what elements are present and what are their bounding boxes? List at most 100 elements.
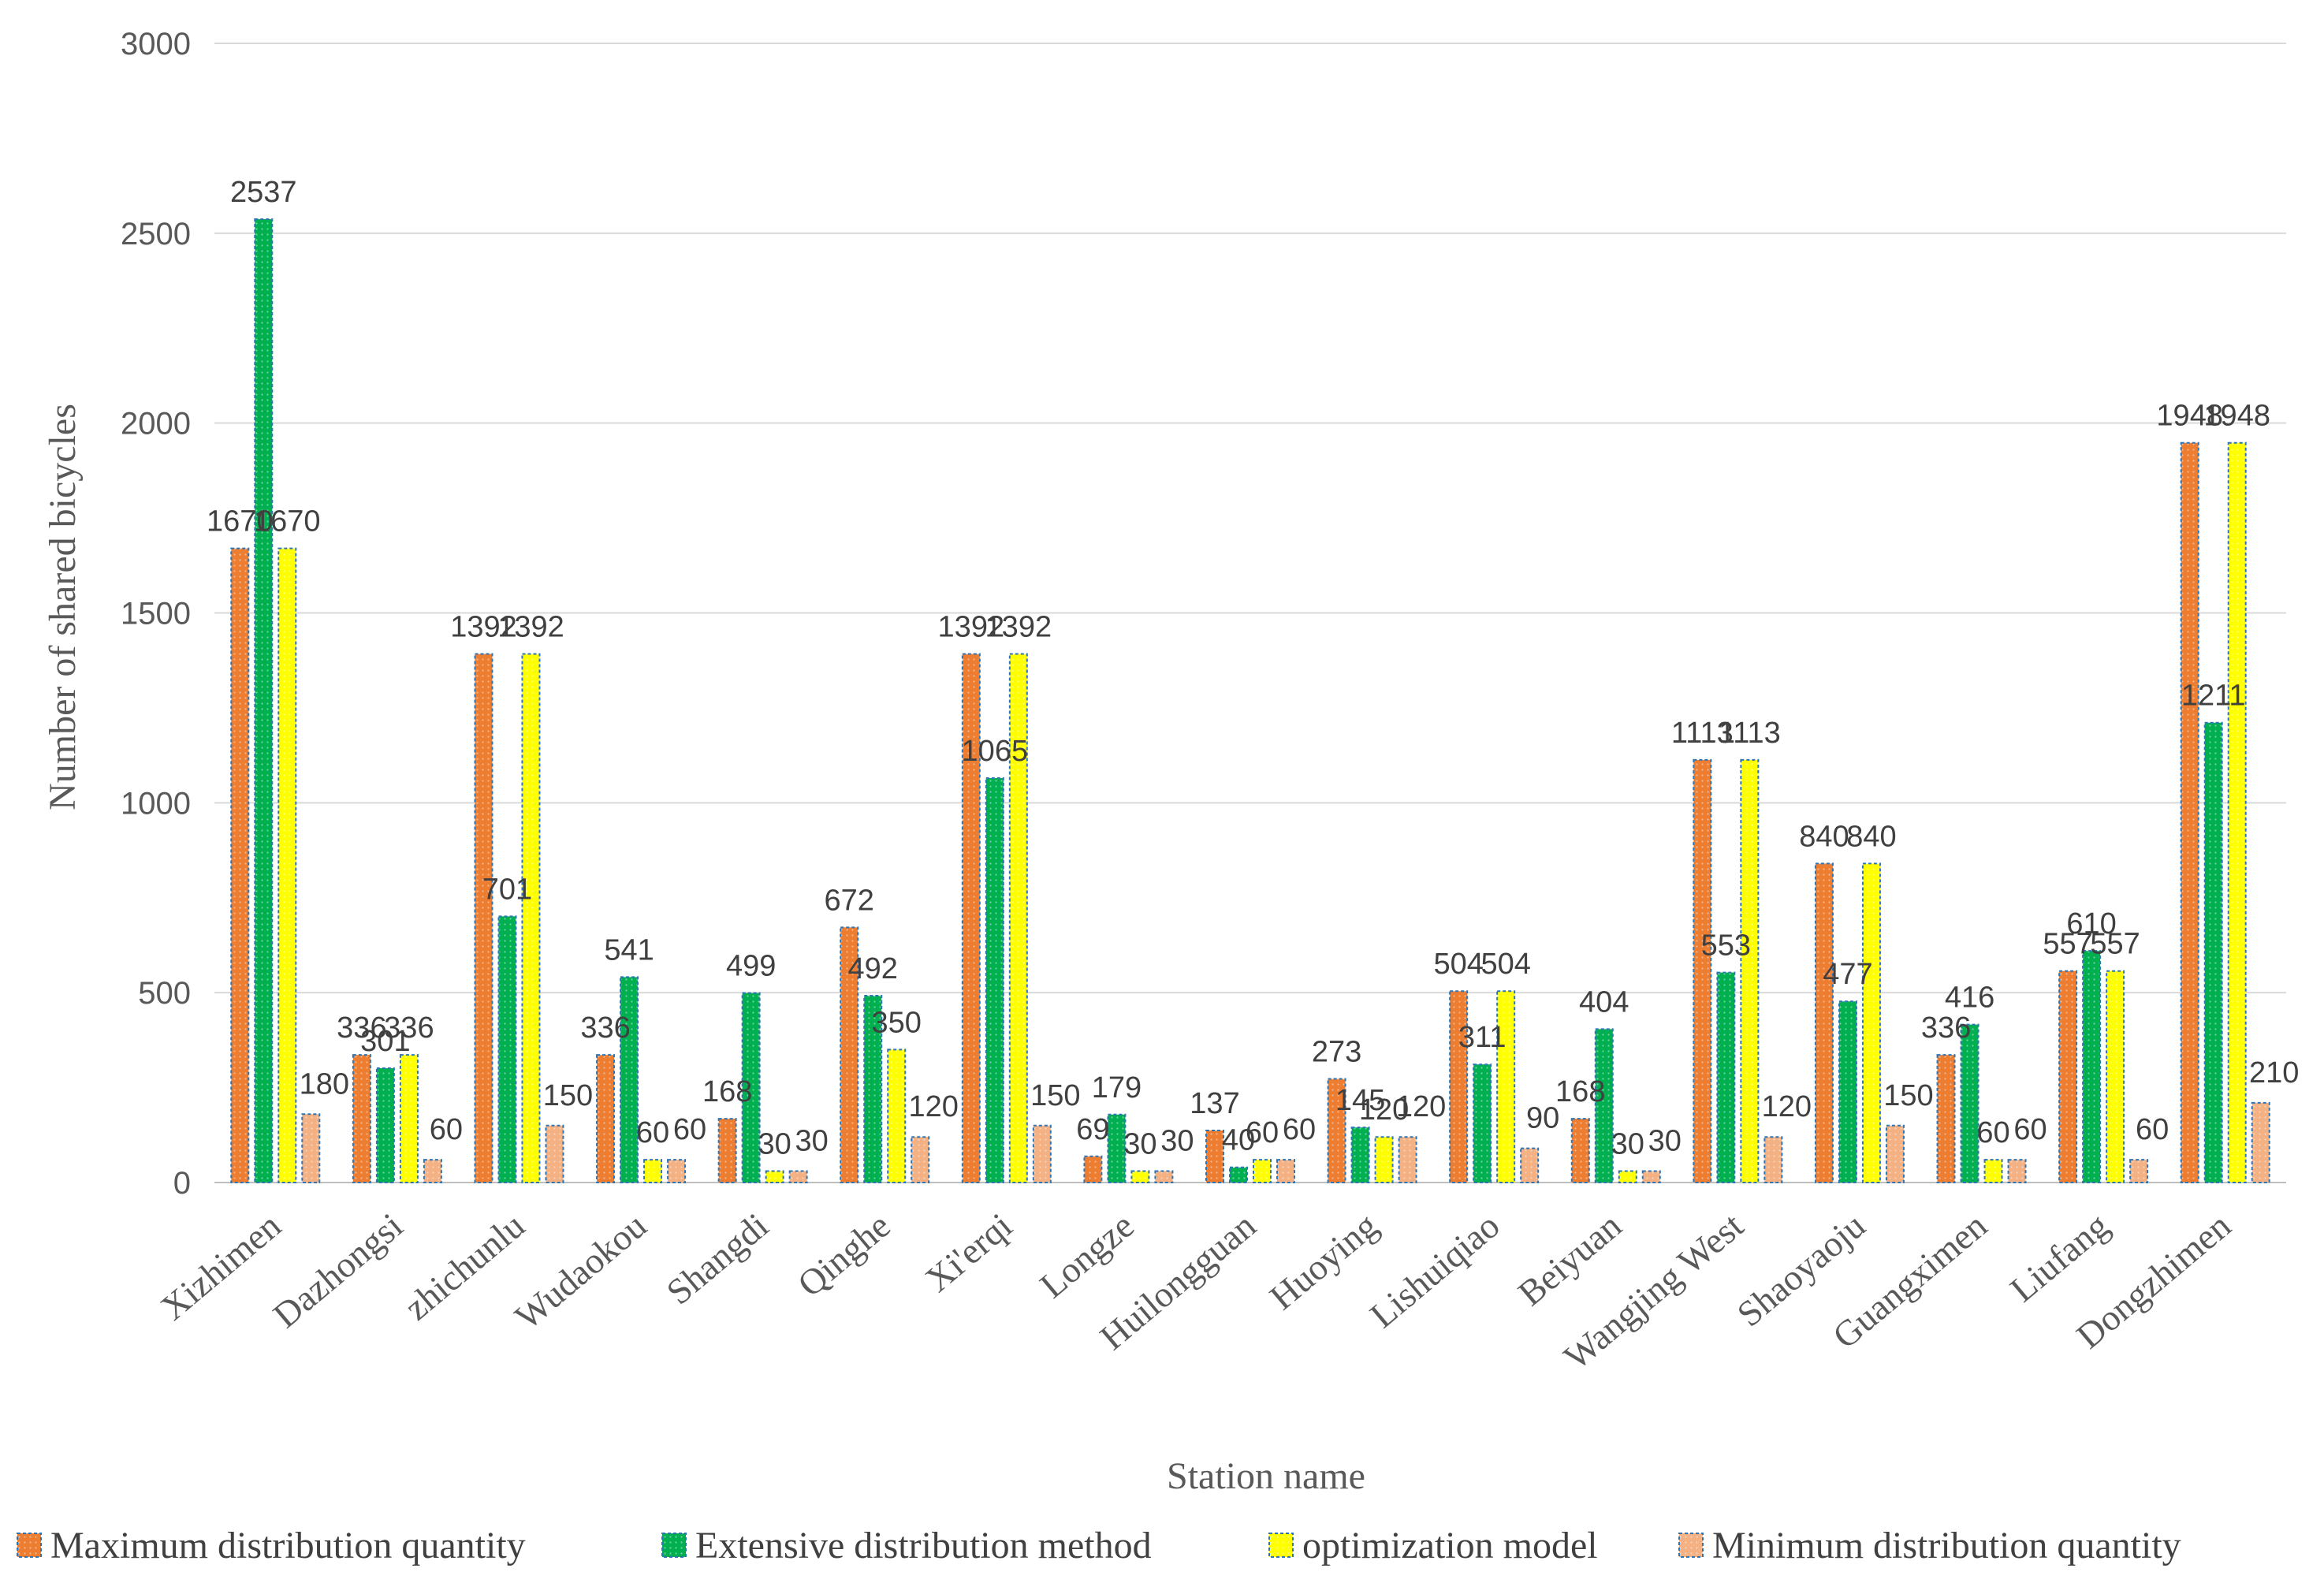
bar [840,926,859,1183]
y-tick-label: 1500 [121,597,191,631]
data-label: 499 [726,950,776,983]
data-label: 336 [1921,1011,1971,1045]
y-tick-label: 2000 [121,407,191,441]
bar [788,1170,808,1184]
x-axis-title: Station name [1167,1455,1365,1497]
data-label: 701 [482,873,532,906]
data-label: 145 [1335,1084,1385,1117]
bar [1398,1136,1417,1183]
bar [1008,653,1028,1183]
data-label: 60 [2136,1113,2169,1146]
x-tick-label: Shangdi [659,1205,776,1313]
legend: Maximum distribution quantity Extensive d… [17,1525,2181,1566]
bar [2106,970,2125,1183]
data-label: 150 [1030,1079,1080,1112]
bar [1130,1170,1150,1184]
bar [1496,990,1516,1183]
data-label: 150 [1883,1079,1933,1112]
bar [1154,1170,1174,1184]
bar [474,653,493,1183]
legend-swatch [1268,1533,1294,1558]
data-label: 137 [1190,1087,1239,1120]
data-label: 336 [384,1011,434,1045]
bar [2251,1101,2270,1183]
data-label: 557 [2090,928,2140,961]
data-label: 1065 [962,735,1029,768]
bar [230,547,250,1183]
y-tick-label: 500 [138,976,191,1011]
bar [1032,1124,1052,1183]
data-label: 1392 [450,611,517,644]
bar [717,1118,737,1183]
bar [667,1159,687,1183]
bar [1618,1170,1637,1184]
bars [230,218,2270,1184]
bar [1885,1124,1905,1183]
data-label: 350 [872,1006,922,1039]
bar [643,1159,663,1183]
bar [620,976,639,1183]
bar [1473,1063,1492,1183]
data-label: 60 [636,1116,669,1149]
data-label: 610 [2066,907,2116,940]
bar [911,1136,930,1183]
bar [254,218,274,1183]
bar [1374,1136,1394,1183]
bar [301,1113,321,1184]
legend-swatch [661,1533,687,1558]
bar [1083,1155,1103,1184]
data-label: 840 [1846,820,1896,853]
bar [961,653,981,1183]
data-label: 180 [300,1067,349,1101]
bar [985,777,1004,1183]
data-label: 1948 [2203,400,2270,433]
data-label: 492 [848,952,898,985]
data-label: 30 [1611,1128,1644,1161]
data-label: 30 [1160,1125,1194,1158]
y-tick-label: 1000 [121,786,191,821]
bar [1763,1136,1783,1183]
legend-swatch [1678,1533,1704,1558]
x-tick-label: Wudaokou [507,1205,654,1338]
data-label: 404 [1579,985,1629,1019]
data-label: 1670 [254,505,321,538]
data-labels: 1670253716701803363013366013927011392150… [207,176,2299,1161]
legend-label: Minimum distribution quantity [1712,1525,2181,1566]
data-label: 60 [1976,1116,2009,1149]
bar [765,1170,784,1184]
y-axis-ticks: 0 500 1000 1500 2000 2500 3000 [121,27,191,1201]
bar [1716,971,1736,1183]
bar [375,1067,395,1183]
data-label: 120 [1762,1090,1812,1123]
data-label: 150 [543,1079,593,1112]
data-label: 273 [1312,1036,1361,1069]
bar [1276,1159,1295,1183]
data-label: 60 [1283,1113,1316,1146]
x-tick-label: Lishuiqiao [1362,1205,1507,1336]
x-tick-label: Liufang [2002,1205,2116,1310]
data-label: 69 [1076,1113,1109,1146]
bar [741,992,761,1183]
data-label: 168 [702,1075,752,1108]
legend-label: Extensive distribution method [695,1525,1152,1566]
bar [1693,758,1712,1183]
bar [2007,1159,2027,1183]
data-label: 210 [2249,1056,2299,1089]
y-axis-title: Number of shared bicycles [42,404,84,810]
x-tick-label: Beiyuan [1510,1205,1629,1314]
legend-swatch [17,1533,42,1558]
data-label: 557 [2043,928,2092,961]
bar [399,1054,419,1184]
data-label: 504 [1433,948,1483,981]
data-label: 120 [909,1090,959,1123]
bar [521,653,541,1183]
data-label: 30 [1648,1125,1682,1158]
data-label: 504 [1480,948,1530,981]
bar [2203,721,2223,1183]
y-tick-label: 2500 [121,217,191,251]
data-label: 311 [1458,1021,1507,1054]
data-label: 168 [1555,1075,1605,1108]
bar [352,1054,371,1184]
